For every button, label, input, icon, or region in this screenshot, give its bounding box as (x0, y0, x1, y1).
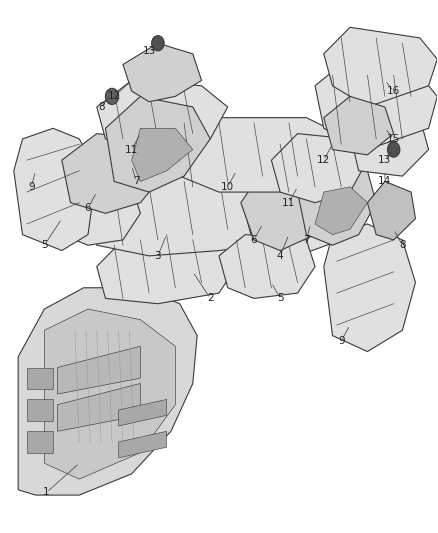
Text: 11: 11 (282, 198, 296, 208)
Text: 9: 9 (338, 336, 345, 346)
Polygon shape (57, 383, 141, 431)
Polygon shape (88, 171, 315, 256)
Text: 14: 14 (378, 176, 392, 187)
Polygon shape (158, 118, 350, 192)
Polygon shape (97, 80, 228, 150)
Polygon shape (14, 128, 97, 251)
Polygon shape (44, 309, 175, 479)
Polygon shape (119, 399, 166, 426)
Polygon shape (324, 224, 416, 352)
Polygon shape (367, 181, 416, 240)
Text: 7: 7 (133, 176, 139, 187)
Text: 2: 2 (207, 293, 214, 303)
Polygon shape (53, 181, 141, 245)
Polygon shape (241, 171, 332, 251)
Polygon shape (97, 229, 237, 304)
Polygon shape (272, 134, 367, 203)
Polygon shape (27, 431, 53, 453)
Text: 4: 4 (277, 251, 283, 261)
Text: 6: 6 (85, 203, 92, 213)
Text: 12: 12 (317, 155, 330, 165)
Polygon shape (119, 431, 166, 458)
Text: 6: 6 (251, 235, 257, 245)
Polygon shape (106, 96, 210, 192)
Polygon shape (315, 187, 367, 235)
Text: 9: 9 (28, 182, 35, 192)
Text: 7: 7 (303, 235, 310, 245)
Polygon shape (27, 368, 53, 389)
Polygon shape (62, 134, 166, 213)
Circle shape (106, 88, 119, 104)
Circle shape (152, 36, 164, 51)
Text: 5: 5 (41, 240, 48, 250)
Text: 8: 8 (98, 102, 104, 112)
Text: 1: 1 (43, 488, 50, 497)
Text: 3: 3 (155, 251, 161, 261)
Text: 12: 12 (108, 91, 121, 101)
Circle shape (388, 142, 400, 157)
Polygon shape (324, 96, 394, 155)
Text: 15: 15 (387, 134, 400, 144)
Polygon shape (315, 64, 437, 150)
Polygon shape (350, 107, 428, 176)
Text: 5: 5 (277, 293, 283, 303)
Polygon shape (57, 346, 141, 394)
Polygon shape (245, 171, 359, 256)
Polygon shape (297, 160, 376, 245)
Text: 13: 13 (142, 46, 156, 56)
Polygon shape (27, 399, 53, 421)
Polygon shape (123, 43, 201, 102)
Text: 8: 8 (399, 240, 406, 250)
Text: 11: 11 (125, 144, 138, 155)
Polygon shape (324, 27, 437, 107)
Text: 16: 16 (387, 86, 400, 96)
Text: 13: 13 (378, 155, 392, 165)
Polygon shape (219, 235, 315, 298)
Polygon shape (18, 288, 197, 495)
Text: 10: 10 (221, 182, 234, 192)
Polygon shape (132, 128, 193, 181)
